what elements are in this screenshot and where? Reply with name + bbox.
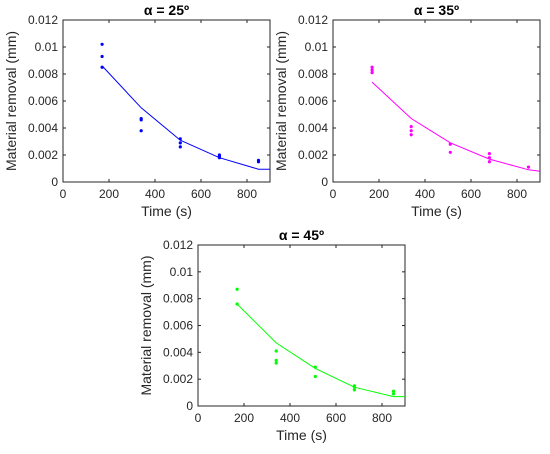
axes-frame xyxy=(62,19,271,183)
plot-alpha-35: 0 200 400 600 800 0 0.002 0.004 0.006 0.008 0.01 0.… xyxy=(273,2,541,219)
x-tick-label: 0 xyxy=(60,187,67,201)
data-point xyxy=(313,374,317,379)
y-axis-label: Material removal (mm) xyxy=(3,31,19,171)
fit-curve xyxy=(371,81,541,172)
x-tick-label: 800 xyxy=(372,411,392,425)
x-tick-label: 200 xyxy=(99,187,119,201)
x-tick-label: 600 xyxy=(461,187,481,201)
x-tick-label: 400 xyxy=(280,411,300,425)
y-tick-label: 0.008 xyxy=(28,67,58,81)
data-point xyxy=(487,152,491,156)
data-point xyxy=(391,389,396,393)
data-point xyxy=(409,125,413,129)
y-tick-label: 0 xyxy=(51,175,58,189)
data-point xyxy=(178,141,182,145)
data-point xyxy=(274,361,278,365)
data-point xyxy=(448,150,452,154)
x-tick-label: 0 xyxy=(330,187,337,201)
chart-title: α = 35º xyxy=(414,2,459,18)
plot-alpha-25: 0 200 400 600 800 0 0.002 0.004 0.006 0.008 0.01 0.… xyxy=(3,2,271,219)
x-tick-label: 200 xyxy=(234,411,254,425)
x-tick-label: 400 xyxy=(415,187,435,201)
y-axis-label: Material removal (mm) xyxy=(273,31,289,171)
data-point xyxy=(526,165,531,169)
data-point xyxy=(235,287,239,291)
y-tick-label: 0 xyxy=(321,175,328,189)
x-tick-label: 800 xyxy=(237,187,257,201)
y-tick-label: 0.012 xyxy=(163,238,193,252)
y-tick-label: 0.006 xyxy=(298,94,328,108)
fit-curve xyxy=(101,65,270,170)
y-tick-label: 0.01 xyxy=(170,265,194,279)
data-point xyxy=(274,358,278,362)
plot-alpha-45: 0 200 400 600 800 0 0.002 0.004 0.006 0.008 0.01 0.… xyxy=(138,227,406,443)
chart-title: α = 45º xyxy=(279,227,324,243)
data-point xyxy=(139,129,143,133)
y-tick-label: 0.002 xyxy=(28,148,58,162)
data-point xyxy=(139,118,143,122)
data-point xyxy=(370,71,374,75)
data-point xyxy=(409,129,413,133)
y-tick-label: 0.004 xyxy=(28,121,58,135)
y-tick-label: 0.006 xyxy=(28,94,58,108)
data-point xyxy=(100,42,104,46)
x-axis-label: Time (s) xyxy=(141,203,192,219)
x-axis-label: Time (s) xyxy=(411,203,462,219)
chart-title: α = 25º xyxy=(144,2,189,18)
y-tick-label: 0.006 xyxy=(163,319,193,333)
x-tick-label: 600 xyxy=(326,411,346,425)
y-tick-label: 0.01 xyxy=(305,40,329,54)
y-tick-label: 0.012 xyxy=(28,13,58,27)
data-point xyxy=(409,133,413,137)
x-tick-label: 800 xyxy=(507,187,527,201)
axes-frame xyxy=(197,244,406,407)
data-point xyxy=(274,349,278,353)
fit-curve xyxy=(236,303,405,398)
data-point xyxy=(391,392,396,396)
y-tick-label: 0.004 xyxy=(298,121,328,135)
data-point xyxy=(487,160,491,164)
data-point xyxy=(352,388,356,392)
data-point xyxy=(178,145,182,149)
y-tick-label: 0.004 xyxy=(163,345,193,359)
data-point xyxy=(370,65,374,69)
x-tick-label: 200 xyxy=(369,187,389,201)
y-tick-label: 0.008 xyxy=(298,67,328,81)
y-tick-label: 0.002 xyxy=(163,372,193,386)
x-axis-label: Time (s) xyxy=(276,427,327,443)
x-tick-label: 600 xyxy=(191,187,211,201)
x-tick-label: 400 xyxy=(145,187,165,201)
y-tick-label: 0 xyxy=(186,399,193,413)
data-point xyxy=(100,54,104,59)
y-tick-label: 0.01 xyxy=(35,40,59,54)
y-tick-label: 0.012 xyxy=(298,13,328,27)
y-tick-label: 0.002 xyxy=(298,148,328,162)
y-axis-label: Material removal (mm) xyxy=(138,255,154,395)
y-tick-label: 0.008 xyxy=(163,292,193,306)
x-tick-label: 0 xyxy=(195,411,202,425)
data-point xyxy=(256,160,261,164)
axes-frame xyxy=(332,19,541,183)
data-point xyxy=(370,68,374,72)
